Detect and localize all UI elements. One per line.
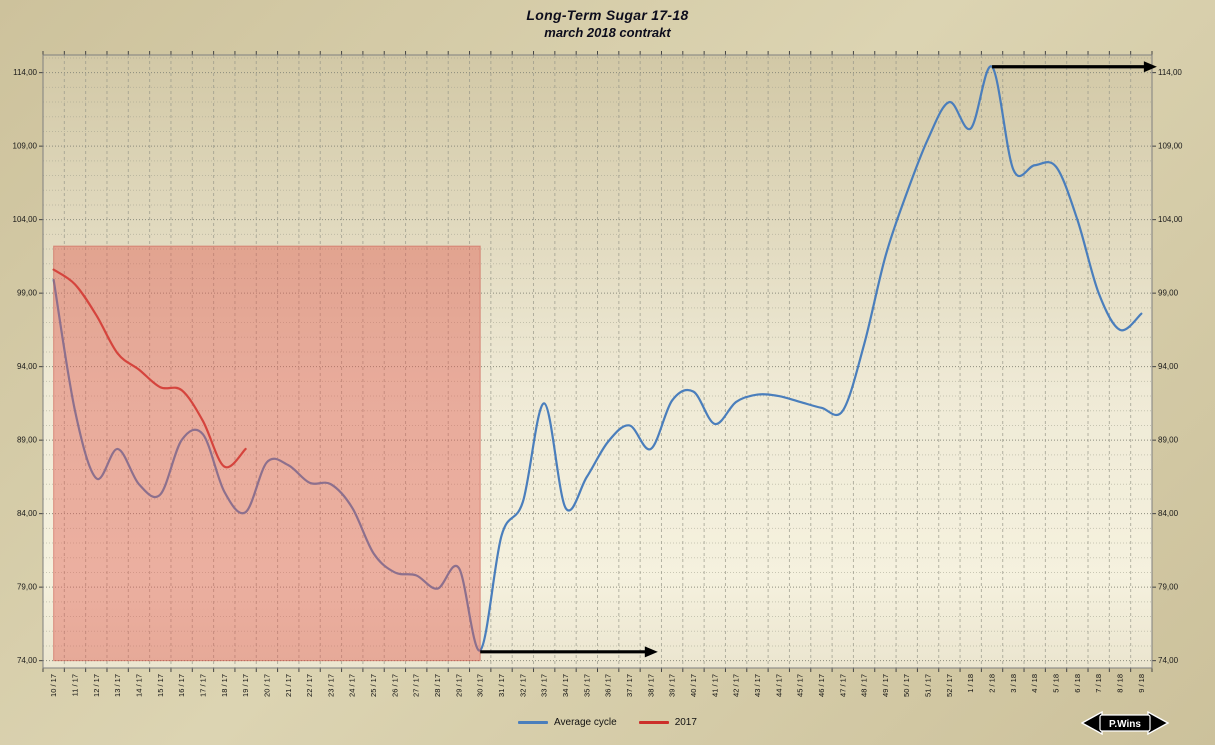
chart-legend: Average cycle 2017 [0, 717, 1215, 728]
svg-text:47 / 17: 47 / 17 [838, 674, 847, 697]
svg-text:31 / 17: 31 / 17 [497, 674, 506, 697]
svg-text:14 / 17: 14 / 17 [134, 674, 143, 697]
svg-text:26 / 17: 26 / 17 [390, 674, 399, 697]
svg-text:6 / 18: 6 / 18 [1073, 674, 1082, 693]
svg-text:20 / 17: 20 / 17 [262, 674, 271, 697]
svg-text:37 / 17: 37 / 17 [625, 674, 634, 697]
svg-text:79,00: 79,00 [17, 583, 38, 592]
svg-text:33 / 17: 33 / 17 [540, 674, 549, 697]
svg-text:24 / 17: 24 / 17 [348, 674, 357, 697]
svg-text:13 / 17: 13 / 17 [113, 674, 122, 697]
svg-text:104,00: 104,00 [1158, 215, 1183, 224]
x-axis-labels: 10 / 17 11 / 17 12 / 17 13 / 17 14 / 17 15 / … [49, 674, 1146, 697]
svg-text:9 / 18: 9 / 18 [1137, 674, 1146, 693]
svg-text:42 / 17: 42 / 17 [732, 674, 741, 697]
y-axis-labels-right: 74,00 79,00 84,00 89,00 94,00 99,00 104,00 109,… [1152, 68, 1183, 665]
svg-text:52 / 17: 52 / 17 [945, 674, 954, 697]
svg-text:89,00: 89,00 [17, 436, 38, 445]
svg-text:74,00: 74,00 [1158, 656, 1179, 665]
trend-arrow-2 [992, 61, 1157, 73]
svg-text:4 / 18: 4 / 18 [1030, 674, 1039, 693]
svg-text:28 / 17: 28 / 17 [433, 674, 442, 697]
svg-text:35 / 17: 35 / 17 [582, 674, 591, 697]
svg-text:1 / 18: 1 / 18 [966, 674, 975, 693]
svg-text:41 / 17: 41 / 17 [710, 674, 719, 697]
svg-text:25 / 17: 25 / 17 [369, 674, 378, 697]
horizontal-gridlines [43, 57, 1152, 662]
legend-line-sample-red [638, 721, 669, 724]
svg-text:39 / 17: 39 / 17 [668, 674, 677, 697]
svg-text:30 / 17: 30 / 17 [476, 674, 485, 697]
svg-text:43 / 17: 43 / 17 [753, 674, 762, 697]
svg-text:51 / 17: 51 / 17 [924, 674, 933, 697]
svg-text:89,00: 89,00 [1158, 436, 1179, 445]
pwins-logo: P.Wins [1080, 709, 1170, 742]
svg-text:40 / 17: 40 / 17 [689, 674, 698, 697]
svg-text:94,00: 94,00 [1158, 362, 1179, 371]
svg-text:34 / 17: 34 / 17 [561, 674, 570, 697]
plot-border [42, 54, 1153, 669]
svg-text:36 / 17: 36 / 17 [604, 674, 613, 697]
pwins-logo-graphic: P.Wins [1080, 710, 1170, 736]
svg-text:104,00: 104,00 [13, 215, 38, 224]
svg-text:99,00: 99,00 [1158, 289, 1179, 298]
svg-text:16 / 17: 16 / 17 [177, 674, 186, 697]
chart-title-line2: march 2018 contrakt [544, 25, 671, 40]
svg-text:21 / 17: 21 / 17 [284, 674, 293, 697]
svg-text:32 / 17: 32 / 17 [518, 674, 527, 697]
legend-label-2017: 2017 [674, 717, 697, 728]
y-axis-labels-left: 74,00 79,00 84,00 89,00 94,00 99,00 104,00 109,… [13, 68, 43, 665]
svg-text:15 / 17: 15 / 17 [156, 674, 165, 697]
svg-text:38 / 17: 38 / 17 [646, 674, 655, 697]
vertical-gridlines [42, 51, 1153, 672]
svg-text:74,00: 74,00 [17, 656, 38, 665]
svg-text:29 / 17: 29 / 17 [454, 674, 463, 697]
svg-text:2 / 18: 2 / 18 [988, 674, 997, 693]
svg-text:3 / 18: 3 / 18 [1009, 674, 1018, 693]
svg-text:109,00: 109,00 [1158, 142, 1183, 151]
svg-text:99,00: 99,00 [17, 289, 38, 298]
svg-text:18 / 17: 18 / 17 [220, 674, 229, 697]
svg-text:17 / 17: 17 / 17 [198, 674, 207, 697]
chart-title: Long-Term Sugar 17-18 march 2018 contrak… [0, 7, 1215, 40]
svg-text:5 / 18: 5 / 18 [1052, 674, 1061, 693]
svg-text:11 / 17: 11 / 17 [70, 674, 79, 696]
legend-item-average-cycle: Average cycle [518, 717, 617, 728]
chart-title-line1: Long-Term Sugar 17-18 [526, 7, 689, 23]
svg-text:8 / 18: 8 / 18 [1116, 674, 1125, 693]
svg-text:23 / 17: 23 / 17 [326, 674, 335, 697]
pwins-left-arrow-icon [1080, 710, 1103, 736]
svg-text:79,00: 79,00 [1158, 583, 1179, 592]
pwins-label-box [1099, 714, 1151, 732]
highlight-region [53, 245, 481, 662]
svg-text:50 / 17: 50 / 17 [902, 674, 911, 697]
svg-text:10 / 17: 10 / 17 [49, 674, 58, 697]
trend-arrow-1 [480, 646, 658, 658]
svg-text:12 / 17: 12 / 17 [92, 674, 101, 697]
series-line-average-cycle [52, 65, 1143, 652]
svg-text:94,00: 94,00 [17, 362, 38, 371]
svg-text:19 / 17: 19 / 17 [241, 674, 250, 697]
legend-line-sample-blue [518, 721, 549, 724]
svg-text:22 / 17: 22 / 17 [305, 674, 314, 697]
svg-text:84,00: 84,00 [1158, 509, 1179, 518]
svg-text:114,00: 114,00 [1158, 68, 1182, 77]
svg-text:7 / 18: 7 / 18 [1094, 674, 1103, 693]
svg-text:109,00: 109,00 [13, 142, 38, 151]
svg-text:46 / 17: 46 / 17 [817, 674, 826, 697]
svg-text:49 / 17: 49 / 17 [881, 674, 890, 697]
svg-text:44 / 17: 44 / 17 [774, 674, 783, 697]
legend-item-2017: 2017 [638, 717, 697, 728]
series-line-2017 [52, 268, 247, 469]
pwins-right-arrow-icon [1147, 710, 1170, 736]
svg-text:45 / 17: 45 / 17 [796, 674, 805, 697]
svg-text:48 / 17: 48 / 17 [860, 674, 869, 697]
svg-text:27 / 17: 27 / 17 [412, 674, 421, 697]
svg-text:84,00: 84,00 [17, 509, 38, 518]
svg-text:114,00: 114,00 [13, 68, 37, 77]
legend-label-average-cycle: Average cycle [554, 717, 617, 728]
pwins-label-text: P.Wins [1109, 719, 1141, 730]
